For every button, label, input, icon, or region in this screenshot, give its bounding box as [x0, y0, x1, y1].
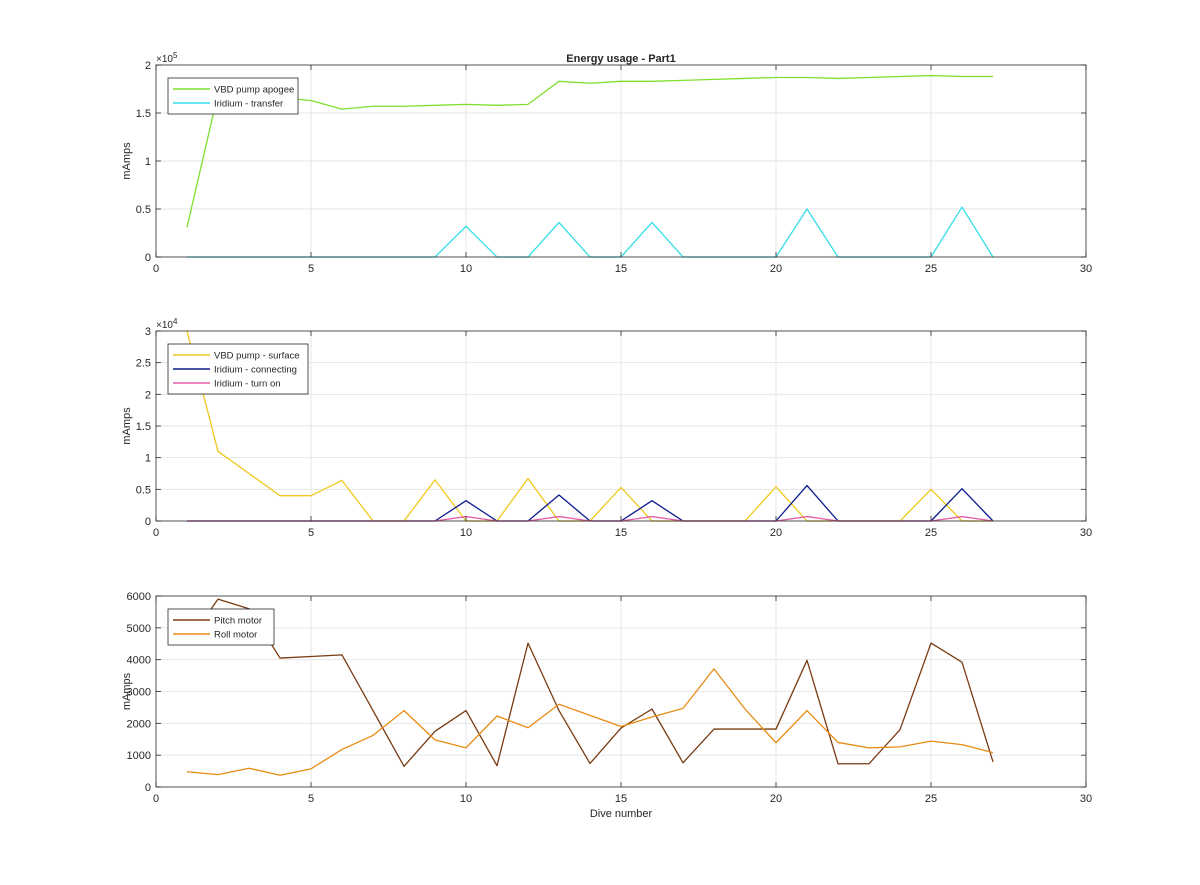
series-line-1	[186, 74, 993, 228]
y-multiplier-label: ×104	[156, 317, 178, 331]
x-tick-label: 20	[770, 527, 782, 539]
legend-entry: Iridium - connecting	[214, 365, 297, 376]
legend-box	[167, 608, 275, 646]
x-tick-label: 5	[308, 527, 314, 539]
y-tick-label: 1.5	[136, 108, 151, 120]
x-axis-label: Dive number	[590, 808, 653, 820]
y-tick-label: 0.5	[136, 204, 151, 216]
y-tick-label: 5000	[127, 623, 151, 635]
legend-entry: Pitch motor	[214, 616, 262, 627]
x-tick-label: 15	[615, 527, 627, 539]
y-tick-label: 3	[145, 326, 151, 338]
x-tick-label: 30	[1080, 263, 1092, 275]
y-axis-label: mAmps	[121, 142, 133, 180]
legend-entry: VBD pump - surface	[214, 351, 300, 362]
y-tick-label: 1	[145, 156, 151, 168]
y-tick-label: 1.5	[136, 421, 151, 433]
y-tick-label: 1000	[127, 750, 151, 762]
legend-entry: Iridium - transfer	[214, 99, 283, 110]
y-tick-label: 2	[145, 60, 151, 72]
legend-entry: Iridium - turn on	[214, 379, 281, 390]
x-tick-label: 20	[770, 263, 782, 275]
legend-entry: Roll motor	[214, 630, 257, 641]
y-tick-label: 3000	[127, 687, 151, 699]
x-tick-label: 10	[460, 527, 472, 539]
x-tick-label: 30	[1080, 527, 1092, 539]
legend: Pitch motor Roll motor	[167, 608, 275, 646]
legend: VBD pump apogee Iridium - transfer	[167, 77, 299, 115]
y-tick-label: 6000	[127, 591, 151, 603]
x-tick-label: 0	[153, 793, 159, 805]
y-tick-label: 2	[145, 389, 151, 401]
x-tick-label: 30	[1080, 793, 1092, 805]
chart-panel-2: 0 5 10 15 20 25 30 0 0.5 1 1.5 2 2.5 3 ×104 mAmps VBD pu…	[121, 317, 1092, 539]
x-tick-label: 15	[615, 263, 627, 275]
y-axis-label: mAmps	[121, 407, 133, 445]
y-multiplier-exponent: 5	[173, 51, 178, 60]
x-tick-label: 25	[925, 793, 937, 805]
x-tick-label: 15	[615, 793, 627, 805]
y-tick-label: 1	[145, 453, 151, 465]
y-multiplier-label: ×105	[156, 51, 178, 65]
x-tick-label: 25	[925, 527, 937, 539]
y-multiplier-base: ×10	[156, 320, 173, 331]
y-multiplier-exponent: 4	[173, 317, 178, 326]
legend: VBD pump - surface Iridium - connecting Ir…	[167, 343, 309, 395]
x-tick-label: 5	[308, 793, 314, 805]
x-tick-label: 5	[308, 263, 314, 275]
legend-box	[167, 77, 299, 115]
series-line-1	[186, 598, 994, 767]
y-tick-label: 2.5	[136, 358, 151, 370]
x-tick-label: 10	[460, 793, 472, 805]
y-tick-label: 0.5	[136, 484, 151, 496]
y-multiplier-base: ×10	[156, 54, 173, 65]
series-line-2	[186, 668, 994, 776]
y-tick-label: 0	[145, 252, 151, 264]
x-tick-label: 0	[153, 527, 159, 539]
y-tick-label: 4000	[127, 655, 151, 667]
y-tick-label: 0	[145, 516, 151, 528]
legend-entry: VBD pump apogee	[214, 85, 294, 96]
x-tick-label: 20	[770, 793, 782, 805]
y-tick-label: 2000	[127, 718, 151, 730]
x-tick-label: 0	[153, 263, 159, 275]
y-tick-label: 0	[145, 782, 151, 794]
y-axis-label: mAmps	[121, 672, 133, 710]
x-tick-label: 10	[460, 263, 472, 275]
chart-title: Energy usage - Part1	[566, 53, 675, 65]
x-tick-label: 25	[925, 263, 937, 275]
chart-panel-3: 0 5 10 15 20 25 30 0 1000 2000 3000 4000 5000 6000 mAm…	[121, 591, 1092, 820]
